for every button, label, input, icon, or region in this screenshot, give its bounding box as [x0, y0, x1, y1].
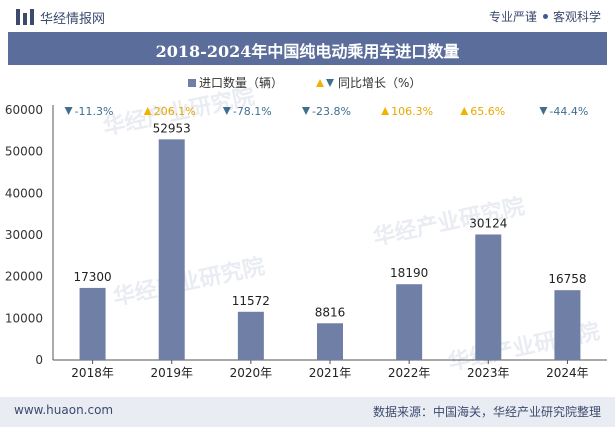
y-tick-label: 40000	[5, 186, 43, 200]
growth-down-triangle-icon	[222, 107, 231, 115]
x-tick-label: 2018年	[71, 366, 114, 380]
growth-label: -23.8%	[312, 105, 351, 118]
x-tick-label: 2022年	[388, 366, 431, 380]
bar	[237, 311, 264, 360]
growth-label: 206.1%	[154, 105, 196, 118]
x-tick-label: 2019年	[150, 366, 193, 380]
growth-label: 65.6%	[470, 105, 505, 118]
growth-label: 106.3%	[391, 105, 433, 118]
bar	[396, 284, 423, 360]
bar-value-label: 11572	[232, 294, 270, 308]
tagline: 专业严谨 客观科学	[489, 8, 601, 25]
y-tick-label: 20000	[5, 270, 43, 284]
y-tick-label: 60000	[5, 103, 43, 117]
legend-bar-label: 进口数量（辆）	[199, 75, 283, 90]
top-bar: 华经情报网 专业严谨 客观科学	[0, 0, 615, 32]
y-tick-label: 10000	[5, 311, 43, 325]
tagline-left: 专业严谨	[488, 10, 537, 24]
footer-source: 数据来源：中国海关，华经产业研究院整理	[372, 405, 601, 419]
bar	[475, 234, 502, 360]
growth-up-triangle-icon	[381, 107, 390, 115]
bar	[317, 323, 343, 360]
separator-dot-icon	[542, 14, 548, 19]
y-tick-label: 30000	[5, 228, 43, 242]
bar	[554, 290, 581, 360]
bar-value-label: 18190	[390, 266, 428, 280]
legend-down-triangle-icon	[326, 79, 334, 87]
title-bar: 2018-2024年中国纯电动乘用车进口数量	[8, 32, 607, 65]
footer-url: www.huaon.com	[14, 403, 114, 417]
tagline-right: 客观科学	[552, 10, 601, 24]
growth-up-triangle-icon	[460, 107, 469, 115]
footer: www.huaon.com 数据来源：中国海关，华经产业研究院整理	[0, 397, 615, 427]
y-tick-label: 0	[35, 353, 43, 367]
y-tick-label: 50000	[5, 145, 43, 159]
x-tick-label: 2020年	[230, 366, 273, 380]
legend-bar-swatch	[188, 79, 196, 87]
growth-label: -11.3%	[75, 105, 114, 118]
growth-down-triangle-icon	[302, 107, 310, 115]
growth-up-triangle-icon	[143, 107, 152, 115]
x-tick-label: 2021年	[309, 366, 352, 380]
growth-label: -78.1%	[233, 105, 272, 118]
bar-value-label: 8816	[315, 305, 346, 319]
bar-value-label: 30124	[469, 216, 507, 230]
brand-name: 华经情报网	[40, 12, 106, 27]
legend-growth-label: 同比增长（%）	[338, 76, 421, 90]
legend-up-triangle-icon	[316, 79, 324, 87]
chart-title: 2018-2024年中国纯电动乘用车进口数量	[155, 42, 460, 61]
growth-label: -44.4%	[549, 105, 588, 118]
growth-down-triangle-icon	[64, 107, 73, 115]
bar	[79, 287, 106, 360]
bar	[158, 139, 185, 360]
growth-down-triangle-icon	[539, 107, 548, 115]
x-tick-label: 2023年	[467, 366, 510, 380]
bar-value-label: 16758	[548, 272, 586, 286]
x-tick-label: 2024年	[546, 366, 589, 380]
logo-icon	[16, 9, 34, 25]
bar-value-label: 52953	[153, 121, 191, 135]
bar-value-label: 17300	[73, 270, 111, 284]
